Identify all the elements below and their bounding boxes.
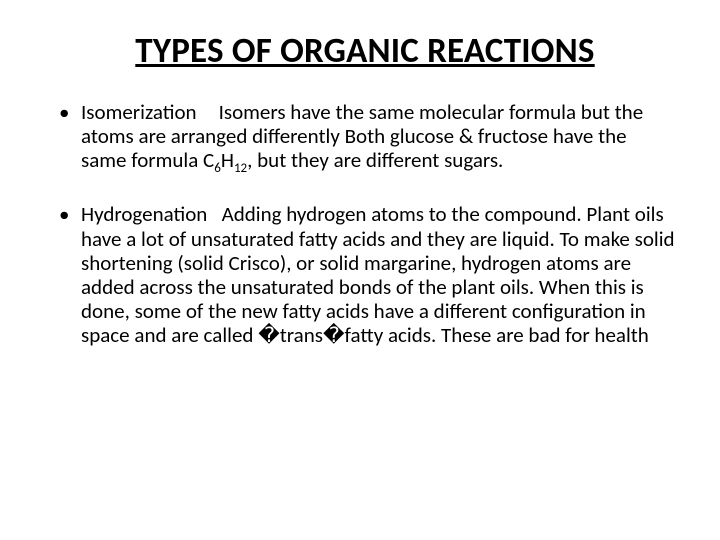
missing-glyph-icon: � <box>258 324 280 347</box>
body-text: fatty acids. These are bad for health <box>345 322 649 348</box>
slide-title: TYPES OF ORGANIC REACTIONS <box>55 30 675 72</box>
list-item: Hydrogenation Adding hydrogen atoms to t… <box>55 202 675 348</box>
trans-label: trans <box>280 322 323 348</box>
term-isomerization: Isomerization <box>81 100 197 124</box>
list-item: IsomerizationIsomers have the same molec… <box>55 100 675 172</box>
formula-mid: H <box>221 147 234 173</box>
term-hydrogenation: Hydrogenation <box>81 202 207 226</box>
body-text: , but they are different sugars. <box>247 147 503 173</box>
slide: TYPES OF ORGANIC REACTIONS Isomerization… <box>0 0 720 540</box>
bullet-list: IsomerizationIsomers have the same molec… <box>55 100 675 348</box>
subscript: 12 <box>234 161 247 176</box>
subscript: 6 <box>214 161 221 176</box>
missing-glyph-icon: � <box>323 324 345 347</box>
